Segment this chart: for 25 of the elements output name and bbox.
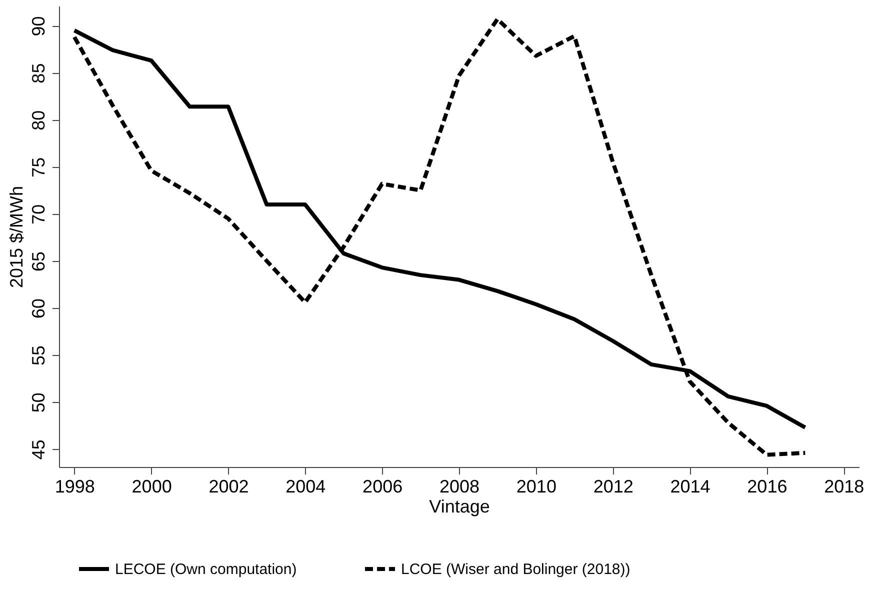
y-tick-label: 70 bbox=[28, 204, 48, 224]
x-tick-label: 1998 bbox=[54, 476, 95, 496]
x-tick-label: 2016 bbox=[747, 476, 788, 496]
y-tick-label: 75 bbox=[28, 157, 48, 178]
x-axis-title: Vintage bbox=[429, 496, 490, 516]
y-tick-label: 90 bbox=[28, 16, 48, 36]
x-tick-label: 2014 bbox=[670, 476, 710, 496]
x-tick-label: 2004 bbox=[286, 476, 326, 496]
y-tick-label: 55 bbox=[28, 346, 48, 366]
legend-label: LCOE (Wiser and Bolinger (2018)) bbox=[401, 561, 630, 578]
y-tick-label: 60 bbox=[28, 298, 48, 319]
x-tick-label: 2018 bbox=[824, 476, 864, 496]
x-tick-label: 2008 bbox=[439, 476, 480, 496]
y-axis-title: 2015 $/MWh bbox=[6, 186, 26, 288]
x-tick-label: 2006 bbox=[362, 476, 403, 496]
y-tick-label: 85 bbox=[28, 63, 48, 84]
y-tick-label: 65 bbox=[28, 251, 48, 272]
x-tick-label: 2010 bbox=[516, 476, 556, 496]
y-tick-label: 80 bbox=[28, 110, 48, 130]
x-tick-label: 2000 bbox=[132, 476, 172, 496]
x-tick-label: 2002 bbox=[208, 476, 249, 496]
legend-label: LECOE (Own computation) bbox=[115, 561, 297, 578]
x-tick-label: 2012 bbox=[593, 476, 634, 496]
y-tick-label: 45 bbox=[28, 440, 48, 460]
y-tick-label: 50 bbox=[28, 392, 48, 413]
